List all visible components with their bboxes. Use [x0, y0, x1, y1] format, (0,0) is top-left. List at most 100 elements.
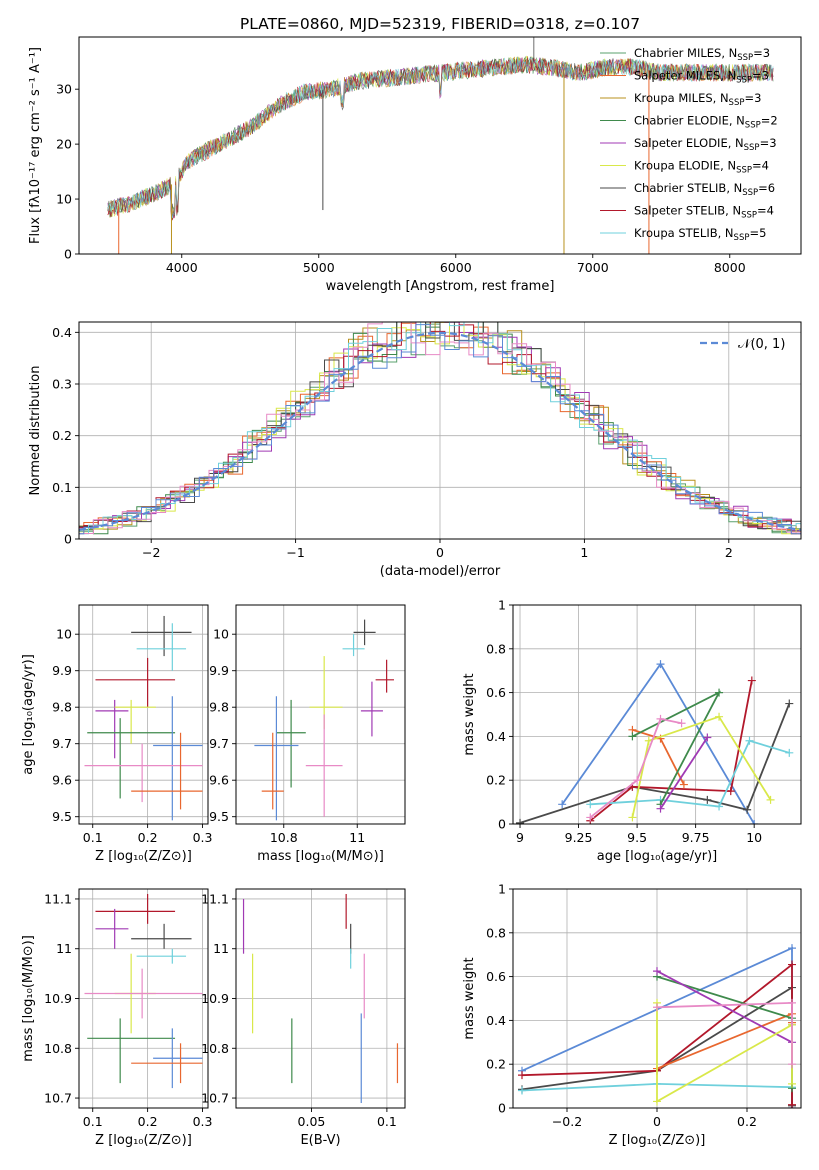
- x-tick-label: −1: [286, 545, 304, 560]
- errorbar-point-7: [153, 1028, 203, 1089]
- x-tick-label: 9: [516, 830, 524, 845]
- weight-marker-5: [715, 688, 724, 697]
- errorbar-point-5: [84, 968, 203, 1019]
- weight-marker-7: [788, 1079, 796, 1088]
- x-tick-label: 0.3: [193, 1114, 213, 1129]
- plot-area: [242, 893, 399, 1104]
- y-tick-label: 9.6: [52, 773, 72, 788]
- legend-sub: SSP: [744, 143, 760, 153]
- y-tick-label: 0: [498, 817, 506, 832]
- legend-sub: SSP: [729, 98, 745, 108]
- errorbar-point-6: [153, 696, 203, 821]
- y-tick-label: 10: [213, 627, 229, 642]
- errorbar-point-4: [309, 656, 343, 730]
- legend-name: Chabrier MILES, N: [634, 46, 737, 60]
- errorbar-point-8: [261, 732, 284, 810]
- y-tick-label: 0: [498, 1101, 506, 1116]
- y-tick-label: 9.5: [52, 809, 72, 824]
- residuals-panel: −2 −1 0 1 2 0 0.1 0.2 0.3 0.4 (data-model)/error No…: [28, 321, 802, 579]
- legend-entry-3: Chabrier ELODIE, NSSP=2: [634, 114, 778, 131]
- weight-marker-0: [558, 800, 567, 809]
- x-tick-label: 0: [436, 545, 444, 560]
- weight-marker-1: [516, 818, 525, 824]
- weight-marker-0: [656, 660, 665, 669]
- y-tick-label: 0.2: [486, 1057, 506, 1072]
- y-tick-label: 10.9: [44, 991, 72, 1006]
- y-tick-label: 10.7: [201, 1091, 229, 1106]
- y-tick-label: 9.6: [209, 773, 229, 788]
- weight-marker-6: [656, 804, 665, 813]
- x-axis-label: wavelength [Angstrom, rest frame]: [326, 279, 555, 294]
- weight-marker-5: [628, 732, 637, 741]
- weight-marker-2: [747, 676, 756, 685]
- y-tick-label: 0: [64, 247, 72, 262]
- legend-suffix: =4: [752, 159, 769, 173]
- plot-area: [84, 615, 203, 821]
- x-axis-label: Z [log₁₀(Z/Z⊙)]: [95, 849, 192, 864]
- weight-marker-7: [715, 712, 724, 721]
- weight-marker-7: [766, 795, 775, 804]
- y-tick-label: 11: [56, 941, 72, 956]
- x-tick-label: 0.3: [193, 830, 213, 845]
- errorbar-point-8: [131, 1043, 203, 1084]
- y-tick-label: 0.8: [486, 925, 506, 940]
- y-tick-label: 10.9: [201, 991, 229, 1006]
- errorbar-point-3: [95, 699, 129, 759]
- weight-line-6: [656, 970, 793, 1044]
- mass-weight-vs-age-panel: 9 9.25 9.5 9.75 10 0 0.2 0.4 0.6 0.8 1 age [log₁₀(a…: [462, 598, 802, 864]
- x-tick-label: 0: [653, 1114, 661, 1129]
- y-tick-label: 11.1: [44, 891, 72, 906]
- y-tick-label: 10.8: [201, 1041, 229, 1056]
- weight-marker-8: [677, 719, 686, 728]
- weight-marker-1: [743, 805, 752, 814]
- x-tick-label: 6000: [440, 260, 472, 275]
- x-tick-label: −0.2: [552, 1114, 582, 1129]
- weight-marker-8: [788, 998, 796, 1007]
- spectrum-line-8: [107, 56, 774, 219]
- weight-marker-8: [653, 1003, 661, 1012]
- errorbar-point-2: [131, 923, 192, 949]
- weight-marker-3: [518, 1086, 526, 1095]
- weight-marker-0: [750, 820, 759, 824]
- weight-line-4: [656, 1012, 793, 1070]
- axes-frame: [78, 36, 802, 255]
- legend-suffix: =3: [744, 91, 761, 105]
- y-tick-label: 0.4: [52, 325, 72, 340]
- y-tick-label: 30: [56, 82, 72, 97]
- errorbar-point-6: [87, 1018, 176, 1084]
- x-tick-label: 9.25: [565, 830, 593, 845]
- plot-area: [84, 893, 203, 1089]
- weight-marker-7: [628, 813, 637, 822]
- legend-entry-6: Chabrier STELIB, NSSP=6: [634, 181, 775, 198]
- legend-sub: SSP: [737, 53, 753, 63]
- y-tick-label: 20: [56, 137, 72, 152]
- y-tick-label: 0.8: [486, 641, 506, 656]
- weight-marker-1: [785, 699, 794, 708]
- plot-area: [254, 619, 394, 821]
- legend-sub: SSP: [734, 233, 750, 243]
- errorbar-point-0: [95, 893, 176, 924]
- errorbar-point-2: [95, 657, 176, 708]
- legend-suffix: =4: [757, 204, 774, 218]
- x-tick-label: 4000: [166, 260, 198, 275]
- x-axis-label: E(B-V): [300, 1133, 340, 1148]
- plot-area: [518, 944, 796, 1108]
- legend-name: Chabrier ELODIE, N: [634, 114, 745, 128]
- x-axis-label: age [log₁₀(age/yr)]: [597, 849, 718, 864]
- legend-normal-label: 𝒩(0, 1): [738, 337, 785, 352]
- y-tick-label: 11: [213, 941, 229, 956]
- legend-sub: SSP: [745, 121, 761, 131]
- weight-marker-3: [586, 800, 595, 809]
- weight-line-1: [519, 703, 791, 824]
- x-tick-label: 0.2: [138, 830, 158, 845]
- y-tick-label: 0.3: [52, 377, 72, 392]
- mass-weight-vs-z-panel: −0.2 0 0.2 0 0.2 0.4 0.6 0.8 1 Z [log₁₀(Z/Z⊙)] mas…: [462, 882, 802, 1148]
- legend-sub: SSP: [742, 188, 758, 198]
- x-tick-label: 8000: [714, 260, 746, 275]
- x-tick-label: 2: [725, 545, 733, 560]
- weight-marker-8: [586, 813, 595, 822]
- errorbar-point-8: [131, 732, 203, 810]
- spectrum-panel: 4000 5000 6000 7000 8000 0 10 20 30 wavelength [A…: [28, 36, 802, 294]
- y-tick-label: 9.9: [209, 663, 229, 678]
